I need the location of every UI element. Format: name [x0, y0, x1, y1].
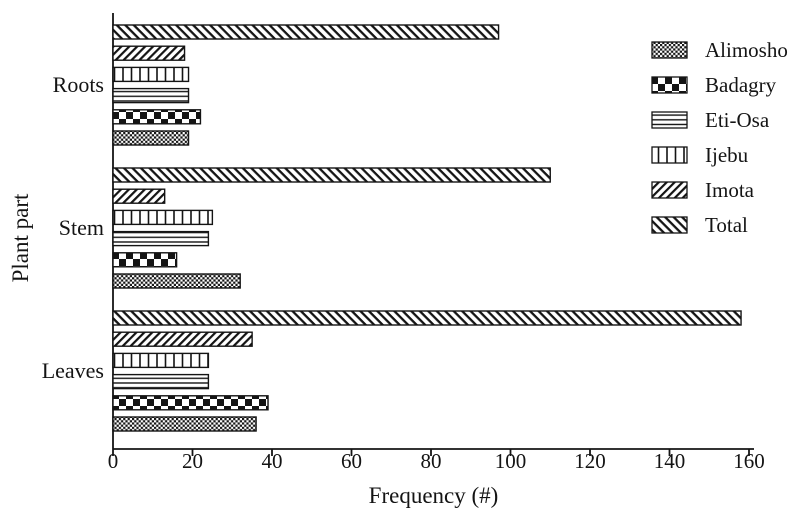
bar-roots-alimosho [112, 130, 190, 146]
legend-label-alimosho: Alimosho [705, 38, 788, 62]
bar-stem-alimosho [112, 273, 241, 289]
bar-stem-eti-osa [112, 230, 210, 247]
plot-area: 0 20 40 60 80 100 120 140 160 Roots Stem Leaves Alim… [42, 13, 788, 473]
x-axis-title: Frequency (#) [368, 483, 499, 508]
bar-roots-total [112, 24, 500, 40]
legend-label-total: Total [705, 213, 748, 237]
bar-leaves-imota [112, 331, 253, 347]
category-label-leaves: Leaves [42, 358, 104, 383]
legend-swatch-badagry [651, 76, 688, 94]
bar-leaves-ijebu [112, 352, 210, 369]
bar-stem-total [112, 167, 551, 183]
bar-stem-imota [112, 188, 166, 204]
category-label-roots: Roots [53, 72, 104, 97]
x-tick-label: 40 [262, 449, 283, 473]
legend-label-imota: Imota [705, 178, 755, 202]
y-axis-title: Plant part [8, 193, 33, 283]
legend-swatch-total [651, 216, 688, 234]
legend-swatch-imota [651, 181, 688, 199]
x-tick-label: 20 [182, 449, 203, 473]
x-tick-label: 60 [341, 449, 362, 473]
x-tick-label: 100 [495, 449, 527, 473]
bar-roots-ijebu [112, 66, 190, 83]
bar-roots-imota [112, 45, 186, 61]
bar-roots-eti-osa [112, 87, 190, 104]
bar-leaves-total [112, 310, 742, 326]
x-tick-label: 0 [108, 449, 119, 473]
x-tick-label: 120 [574, 449, 606, 473]
bar-roots-badagry [112, 109, 202, 125]
legend-label-eti-osa: Eti-Osa [705, 108, 770, 132]
x-tick-label: 160 [733, 449, 765, 473]
legend-swatch-ijebu [651, 146, 688, 164]
legend-label-badagry: Badagry [705, 73, 777, 97]
x-tick-label: 140 [654, 449, 686, 473]
x-tick-label: 80 [421, 449, 442, 473]
legend-swatch-eti-osa [651, 111, 688, 129]
bar-stem-badagry [112, 252, 178, 268]
legend-swatch-alimosho [651, 41, 688, 59]
category-label-stem: Stem [59, 215, 104, 240]
bar-leaves-alimosho [112, 416, 257, 432]
bar-stem-ijebu [112, 209, 214, 226]
legend-label-ijebu: Ijebu [705, 143, 749, 167]
bar-leaves-eti-osa [112, 373, 210, 390]
bar-leaves-badagry [112, 395, 269, 411]
